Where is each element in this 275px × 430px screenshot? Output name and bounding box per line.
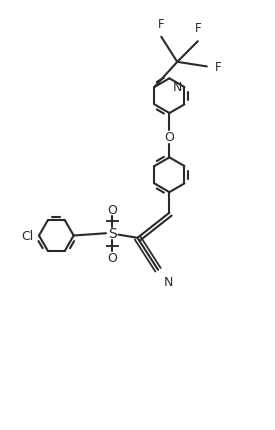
Text: F: F <box>158 18 164 31</box>
Text: O: O <box>164 131 174 144</box>
Text: F: F <box>215 61 222 74</box>
Text: N: N <box>173 81 182 94</box>
Text: S: S <box>108 227 117 241</box>
Text: O: O <box>108 203 117 216</box>
Text: F: F <box>194 22 201 35</box>
Text: Cl: Cl <box>21 230 34 243</box>
Text: N: N <box>164 276 173 289</box>
Text: O: O <box>108 251 117 264</box>
